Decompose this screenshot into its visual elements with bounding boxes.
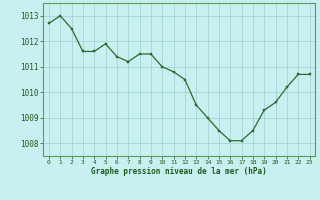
X-axis label: Graphe pression niveau de la mer (hPa): Graphe pression niveau de la mer (hPa): [91, 167, 267, 176]
